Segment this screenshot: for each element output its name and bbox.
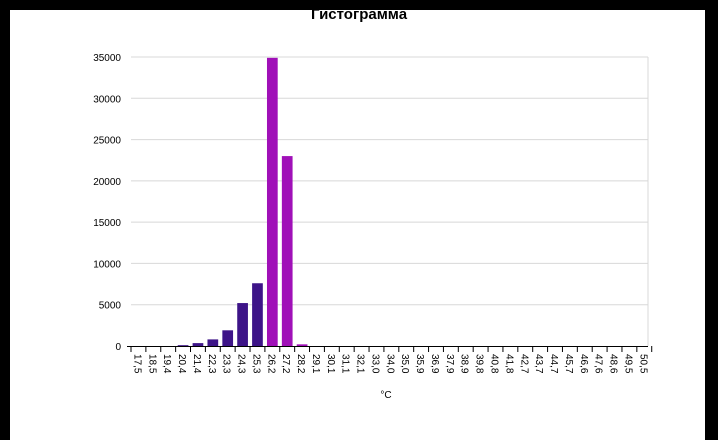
bar [237,303,248,346]
x-tick-label: 28,2 [295,354,306,374]
bar [281,156,293,346]
bar [252,283,263,346]
grid [131,56,649,346]
x-tick-label: 46,6 [578,354,589,374]
x-tick-label: 37,9 [444,354,455,374]
x-tick-label: 34,0 [384,354,395,374]
y-tick-label: 35000 [93,53,121,64]
x-tick-label: 27,2 [280,354,291,374]
bar [192,343,204,346]
x-tick-label: 23,3 [221,354,232,374]
x-tick-label: 18,5 [146,354,157,374]
x-tick-label: 38,9 [459,354,470,374]
x-tick-label: 35,0 [399,354,410,374]
bar [266,57,278,346]
bar [207,339,219,346]
y-tick-label: 15000 [93,218,121,229]
x-tick-label: 40,8 [489,354,500,374]
x-tick-label: 41,8 [503,354,514,374]
x-tick-label: 42,7 [518,354,529,374]
x-tick-label: 25,3 [250,354,261,374]
x-tick-label: 29,1 [310,354,321,374]
x-tick-label: 47,6 [593,354,604,374]
x-tick-label: 24,3 [236,354,247,374]
axes [127,346,653,352]
y-tick-label: 30000 [93,94,121,105]
x-tick-label: 50,5 [637,354,648,374]
y-tick-label: 25000 [93,136,121,147]
x-tick-label: 19,4 [161,354,172,374]
y-tick-labels: 0 5000 10000 15000 20000 25000 30000 35000 [93,53,121,353]
x-tick-label: 36,9 [429,354,440,374]
y-tick-label: 5000 [99,301,122,312]
x-tick-label: 39,8 [474,354,485,374]
right-border [705,0,718,440]
x-tick-label: 44,7 [548,354,559,374]
x-tick-label: 22,3 [206,354,217,374]
x-tick-label: 49,5 [622,354,633,374]
bar [177,345,189,346]
x-tick-label: 26,2 [265,354,276,374]
x-tick-label: 48,6 [608,354,619,374]
bars [177,57,308,346]
chart-frame [10,10,708,440]
x-tick-label: 20,4 [176,354,187,374]
x-tick-label: 33,0 [369,354,380,374]
x-tick-label: 30,1 [325,354,336,374]
y-tick-label: 0 [115,342,121,353]
x-tick-label: 32,1 [355,354,366,374]
x-tick-label: 35,9 [414,354,425,374]
y-tick-label: 10000 [93,259,121,270]
x-axis-label: °C [380,390,391,401]
x-tick-label: 21,4 [191,354,202,374]
x-tick-label: 17,5 [131,354,142,374]
x-tick-labels: 17,5 18,5 19,4 20,4 21,4 22,3 23,3 24,3 25,3 26,2… [131,354,648,374]
y-tick-label: 20000 [93,177,121,188]
x-tick-label: 45,7 [563,354,574,374]
x-tick-label: 31,1 [340,354,351,374]
bar [296,344,308,346]
bar [222,330,234,346]
x-tick-label: 43,7 [533,354,544,374]
chart-title: Гистограмма [310,6,408,23]
